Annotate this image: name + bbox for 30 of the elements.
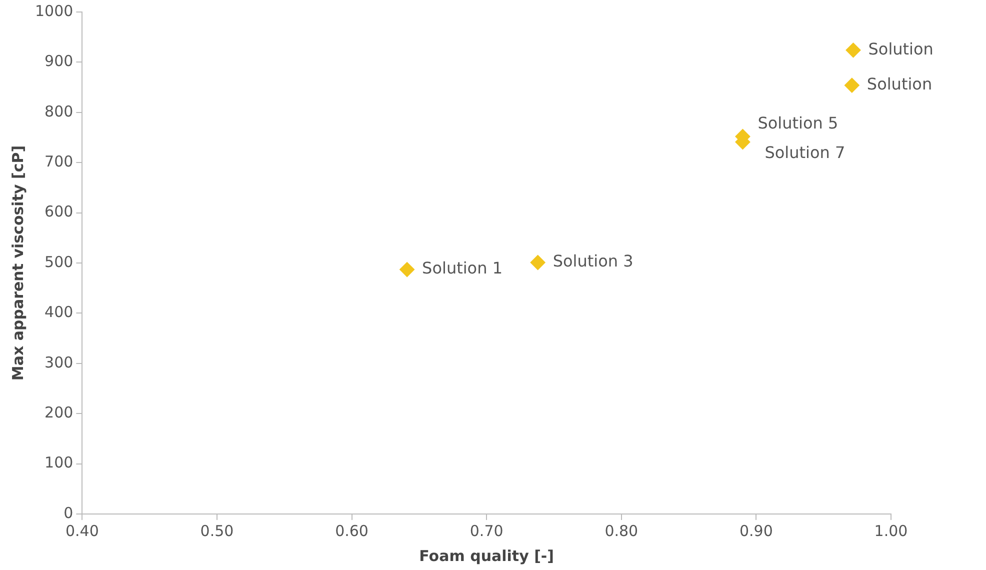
y-tick-label: 0 [64,504,74,522]
y-tick-label: 700 [44,152,74,170]
annotation: Solution 7 [764,143,846,162]
y-tick-label: 500 [44,252,74,271]
y-tick-label: 600 [44,202,74,221]
y-tick-label: 800 [44,102,74,120]
point [846,42,861,58]
x-tick-label: 0.40 [65,522,99,540]
annotation: Solution [866,74,932,94]
annotation: Solution [868,39,934,58]
x-tick-label: 0.80 [604,522,638,540]
y-tick-label: 100 [44,454,74,472]
y-tick-label: 400 [44,303,74,322]
y-tick-label: 900 [44,52,74,70]
x-tick-label: 0.60 [335,522,368,540]
x-tick-label: 0.50 [200,522,234,540]
point [530,255,546,270]
point [844,78,860,93]
x-tick-label: 0.70 [470,522,504,540]
annotation: Solution 1 [422,258,503,278]
x-tick-label: 1.00 [874,522,908,540]
y-tick-label: 200 [44,403,74,422]
y-axis-title: Max apparent viscosity [cP] [8,145,27,381]
x-tick-label: 0.90 [739,522,773,540]
y-tick-label: 1000 [34,2,74,20]
x-axis-title: Foam quality [-] [419,546,554,565]
annotation: Solution 5 [758,114,838,133]
annotation: Solution 3 [552,252,634,271]
point [400,262,415,278]
y-tick-label: 300 [44,353,74,372]
